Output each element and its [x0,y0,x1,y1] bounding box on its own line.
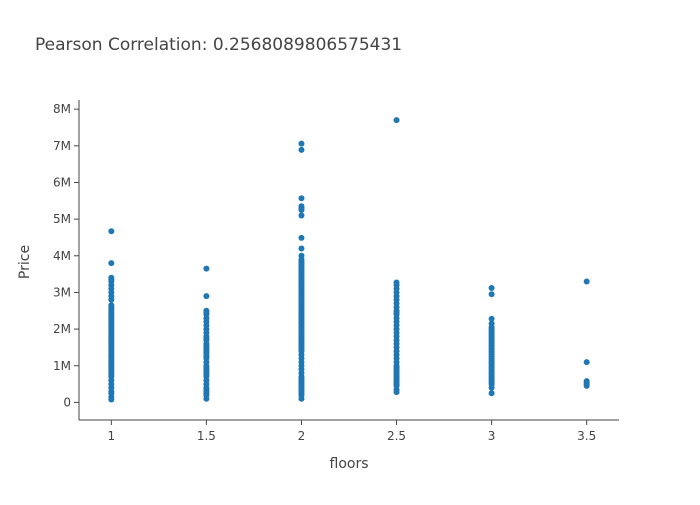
y-tick-label: 4M [53,249,71,263]
x-ticks: 1 1.5 2 2.5 3 3.5 [108,420,596,443]
scatter-point [583,278,590,285]
scatter-point [108,260,115,267]
y-tick-label: 7M [53,139,71,153]
x-tick-label: 2 [298,429,306,443]
x-axis-title: floors [330,456,369,472]
y-tick-label: 3M [53,285,71,299]
scatter-point [298,206,305,213]
scatter-point [108,296,115,303]
scatter-point [393,389,400,396]
x-tick-label: 3 [488,429,496,443]
scatter-points [108,117,590,403]
x-tick-label: 1 [108,429,116,443]
scatter-point [488,384,495,391]
y-tick-label: 0 [63,395,71,409]
scatter-point [108,228,115,235]
scatter-point [203,265,210,272]
scatter-point [488,315,495,322]
scatter-point [488,285,495,292]
scatter-point [393,117,400,124]
scatter-point [583,382,590,389]
scatter-point [583,359,590,366]
scatter-point [298,195,305,202]
y-ticks: 0 1M 2M 3M 4M 5M 6M 7M 8M [53,102,79,409]
y-tick-label: 2M [53,322,71,336]
scatter-point [298,245,305,252]
x-tick-label: 3.5 [577,429,596,443]
scatter-point [298,212,305,219]
scatter-point [203,293,210,300]
x-tick-label: 2.5 [387,429,406,443]
x-tick-label: 1.5 [197,429,216,443]
scatter-point [203,395,210,402]
y-axis-title: Price [17,245,33,279]
scatter-point [298,395,305,402]
y-tick-label: 1M [53,359,71,373]
scatter-point [488,390,495,397]
y-tick-label: 6M [53,175,71,189]
y-tick-label: 5M [53,212,71,226]
chart-title: Pearson Correlation: 0.2568089806575431 [35,35,402,55]
scatter-point [298,234,305,241]
scatter-point [108,396,115,403]
scatter-point [488,291,495,298]
scatter-point [298,146,305,153]
scatter-point [298,140,305,147]
y-tick-label: 8M [53,102,71,116]
